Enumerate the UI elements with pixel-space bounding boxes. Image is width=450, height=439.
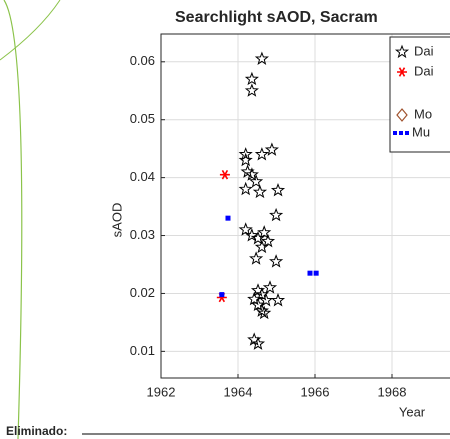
legend-label: Dai: [414, 43, 434, 58]
star-marker: [244, 167, 259, 181]
x-tick-label: 1964: [224, 384, 253, 399]
star-marker: [394, 44, 410, 59]
footer-label: Eliminado:: [6, 424, 67, 438]
square-marker: [219, 292, 225, 298]
star-marker: [269, 207, 284, 222]
star-marker: [254, 287, 269, 301]
y-tick-label: 0.06: [130, 53, 155, 68]
star-marker: [270, 182, 286, 197]
chart-title: Searchlight sAOD, Sacram: [175, 9, 378, 26]
star-marker: [238, 147, 253, 161]
star-marker: [262, 280, 278, 294]
square-marker: [307, 270, 313, 276]
y-tick-label: 0.01: [130, 343, 155, 358]
star-marker: [254, 303, 269, 317]
y-tick-label: 0.03: [130, 227, 155, 242]
legend-label: Mo: [414, 106, 432, 121]
square-marker: [313, 270, 319, 276]
star-marker: [250, 336, 266, 350]
x-tick-label: 1962: [147, 384, 176, 399]
star-marker: [264, 142, 279, 156]
y-tick-label: 0.02: [130, 285, 155, 300]
star-marker: [270, 292, 286, 307]
asterisk-marker: [216, 292, 227, 303]
y-axis-label: sAOD: [109, 203, 124, 238]
margin-line: [3, 0, 23, 439]
star-marker: [244, 83, 259, 97]
square-marker: [225, 215, 231, 221]
star-marker: [244, 228, 259, 242]
star-marker: [259, 292, 274, 307]
axes-box: [160, 33, 450, 379]
legend-label: Mu: [412, 124, 430, 139]
legend-swatch: [393, 131, 397, 135]
legend-swatch: [405, 131, 409, 135]
star-marker: [250, 297, 266, 312]
y-tick-label: 0.05: [130, 111, 155, 126]
star-marker: [269, 254, 284, 268]
asterisk-marker: [219, 169, 230, 180]
y-tick-label: 0.04: [130, 169, 155, 184]
star-marker: [254, 239, 269, 254]
star-marker: [257, 225, 272, 239]
legend-swatch: [399, 131, 403, 135]
x-tick-label: 1968: [378, 384, 407, 399]
star-marker: [260, 233, 276, 248]
star-marker: [238, 152, 253, 167]
margin-line: [0, 0, 61, 61]
star-marker: [244, 71, 259, 86]
star-marker: [254, 51, 269, 65]
asterisk-marker: [397, 67, 407, 77]
x-tick-label: 1966: [301, 384, 330, 399]
star-marker: [249, 251, 264, 265]
diamond-marker: [396, 108, 408, 122]
star-marker: [249, 174, 264, 188]
x-axis-label: Year: [399, 404, 426, 419]
star-marker: [257, 305, 272, 320]
star-marker: [252, 184, 268, 199]
star-marker: [238, 222, 253, 236]
star-marker: [247, 291, 262, 306]
star-marker: [238, 181, 253, 196]
star-marker: [254, 147, 269, 161]
legend-label: Dai: [414, 63, 434, 78]
